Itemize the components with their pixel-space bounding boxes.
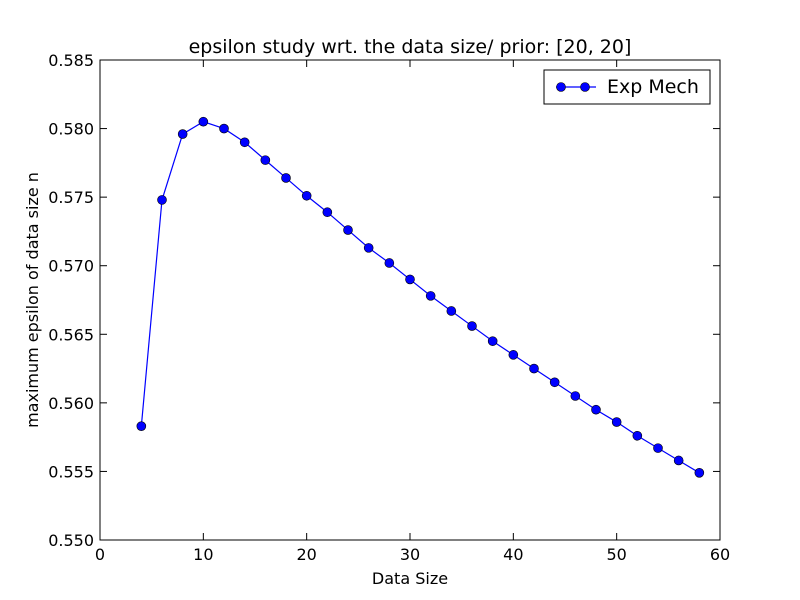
x-axis-label: Data Size bbox=[372, 569, 448, 588]
x-tick-label: 10 bbox=[193, 545, 213, 564]
data-point bbox=[239, 137, 250, 148]
y-tick-label: 0.555 bbox=[48, 462, 94, 481]
data-point bbox=[219, 123, 229, 134]
data-point bbox=[157, 195, 167, 205]
y-axis-label: maximum epsilon of data size n bbox=[23, 172, 42, 428]
plot-frame bbox=[99, 59, 721, 541]
legend-label: Exp Mech bbox=[607, 76, 699, 98]
data-point bbox=[508, 350, 519, 360]
series-line bbox=[140, 121, 700, 474]
data-point bbox=[694, 467, 705, 478]
data-point bbox=[673, 455, 684, 466]
data-point bbox=[343, 225, 353, 235]
data-point bbox=[384, 258, 395, 268]
data-point bbox=[549, 377, 560, 388]
y-tick-label: 0.560 bbox=[48, 394, 94, 413]
x-tick-label: 20 bbox=[296, 545, 316, 564]
data-point bbox=[281, 173, 291, 183]
data-point bbox=[363, 243, 374, 253]
data-point bbox=[425, 291, 436, 301]
data-point bbox=[529, 363, 539, 374]
chart-title: epsilon study wrt. the data size/ prior:… bbox=[189, 36, 632, 58]
x-tick-label: 0 bbox=[95, 545, 105, 564]
data-point bbox=[632, 430, 643, 441]
x-tick-label: 50 bbox=[606, 545, 626, 564]
legend: Exp Mech bbox=[543, 69, 711, 105]
axis-ticks: 0 10 20 30 40 50 60 0.550 0.555 0.560 0.565 0.570 0.… bbox=[48, 51, 730, 564]
data-point bbox=[467, 321, 477, 331]
x-tick-label: 30 bbox=[400, 545, 420, 564]
y-tick-label: 0.585 bbox=[48, 51, 94, 70]
data-point bbox=[177, 129, 188, 139]
data-point bbox=[136, 421, 147, 431]
data-point bbox=[653, 443, 663, 453]
data-point bbox=[446, 306, 457, 316]
data-point bbox=[260, 155, 271, 165]
legend-marker bbox=[580, 82, 590, 92]
data-point bbox=[322, 207, 333, 218]
y-tick-label: 0.565 bbox=[48, 325, 94, 344]
x-tick-label: 60 bbox=[710, 545, 730, 564]
data-point bbox=[198, 116, 209, 127]
x-tick-label: 40 bbox=[503, 545, 523, 564]
data-point bbox=[591, 404, 601, 415]
y-tick-label: 0.580 bbox=[48, 120, 94, 139]
data-point bbox=[487, 336, 498, 346]
y-tick-label: 0.550 bbox=[48, 531, 94, 550]
series-layer bbox=[136, 116, 705, 478]
data-point bbox=[611, 417, 622, 427]
data-point bbox=[405, 274, 415, 285]
y-tick-label: 0.570 bbox=[48, 257, 94, 276]
data-point bbox=[301, 190, 312, 201]
y-tick-label: 0.575 bbox=[48, 188, 94, 207]
legend-marker bbox=[556, 82, 566, 92]
plot-area: 0 10 20 30 40 50 60 0.550 0.555 0.560 0.565 0.570 0.… bbox=[48, 51, 730, 564]
data-point bbox=[570, 391, 581, 401]
